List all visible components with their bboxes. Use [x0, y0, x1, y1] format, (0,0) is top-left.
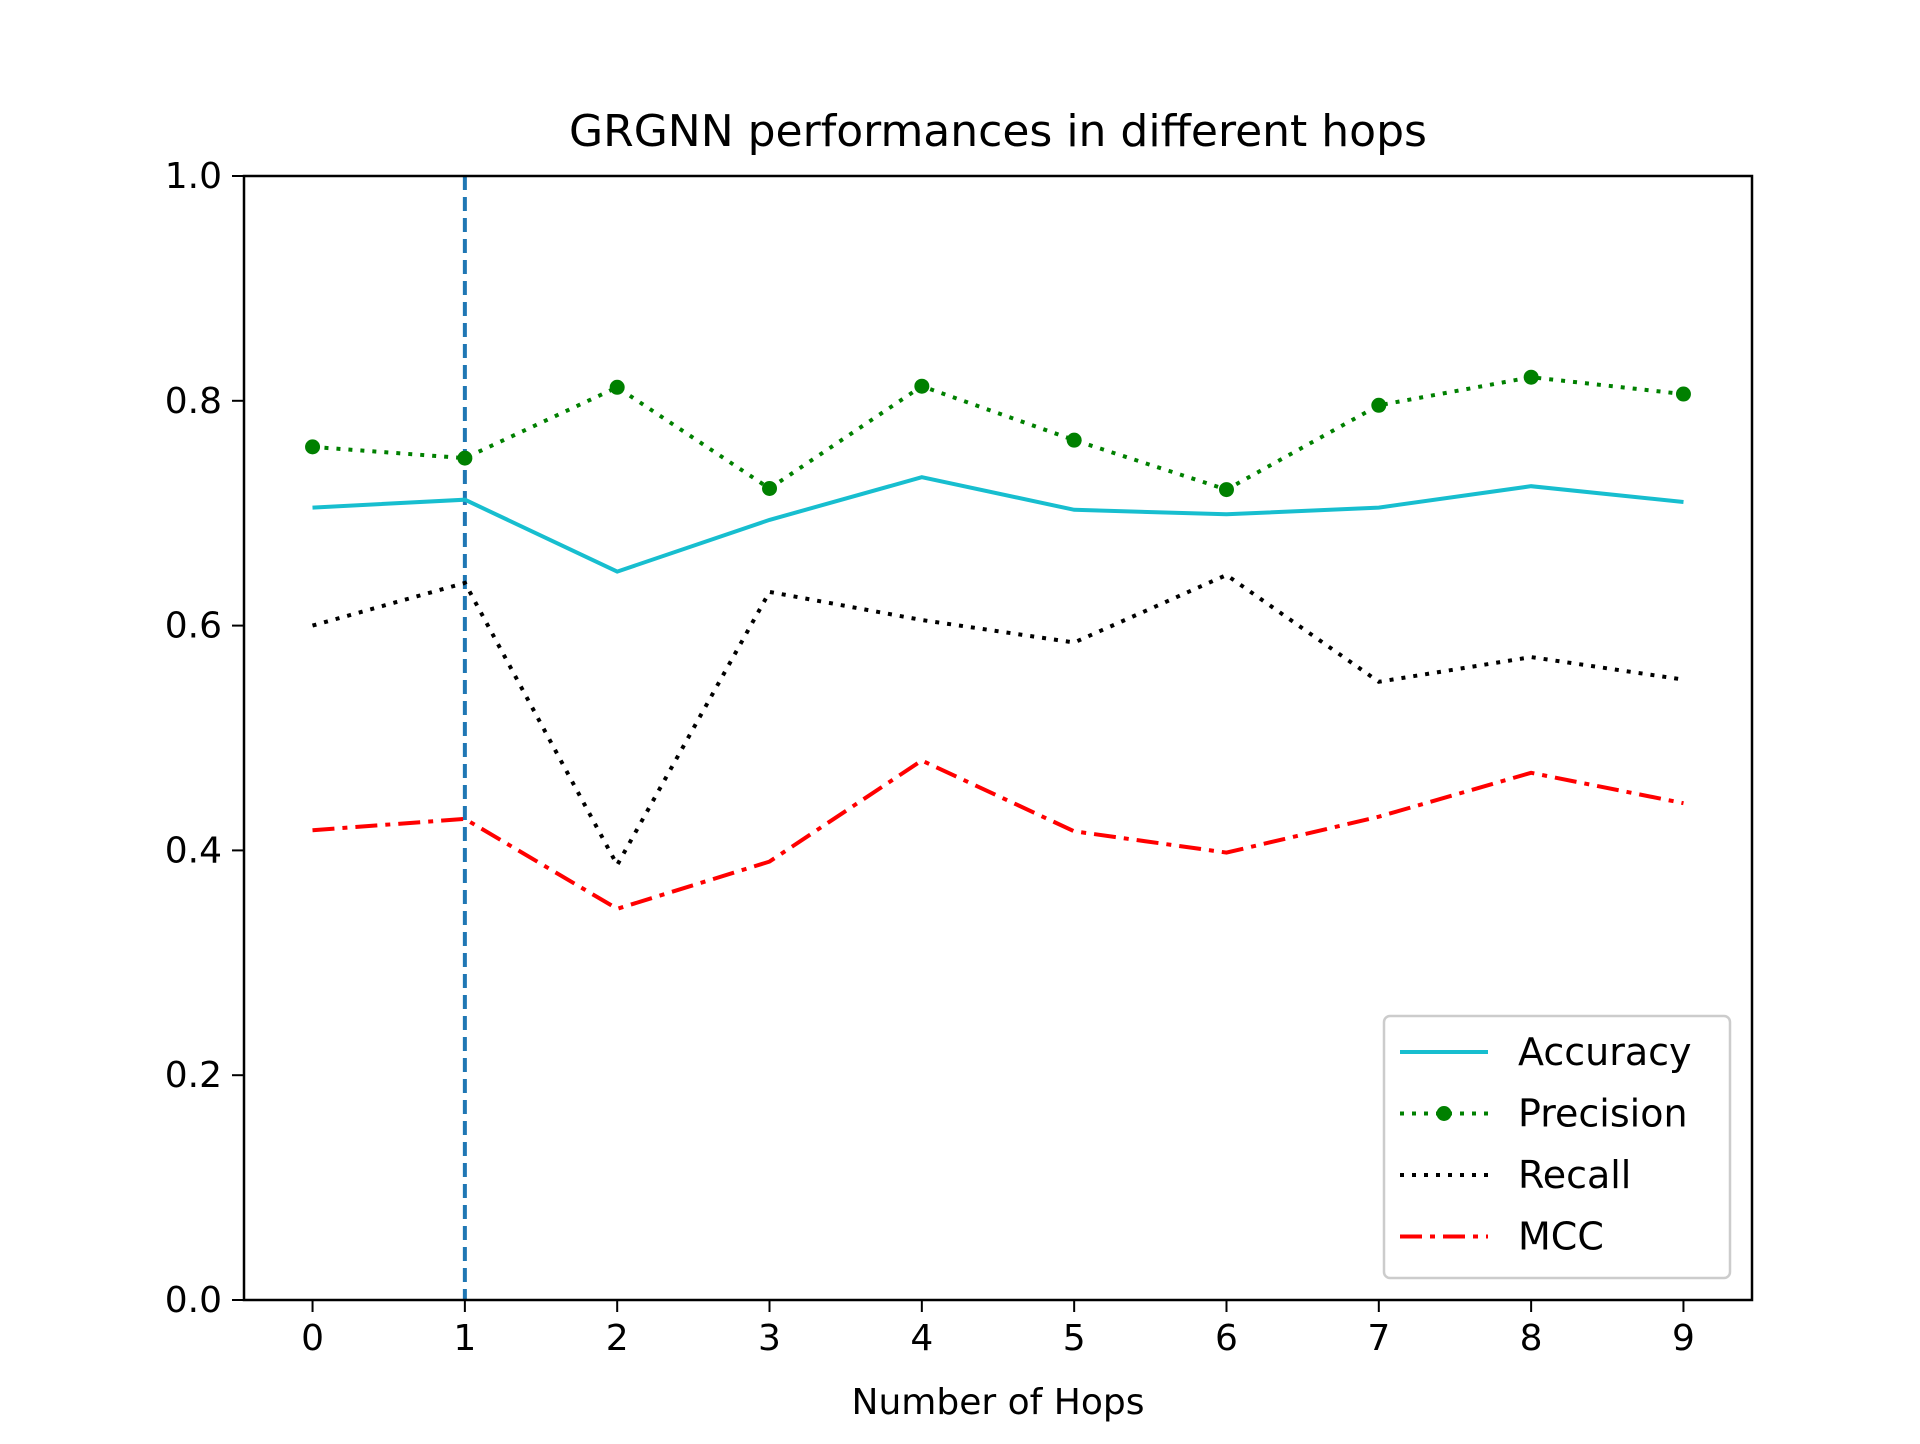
data-point-precision — [457, 450, 473, 466]
data-point-precision — [762, 480, 778, 496]
x-tick-label: 2 — [606, 1318, 629, 1359]
legend-label-precision: Precision — [1518, 1092, 1688, 1136]
data-point-precision — [1066, 432, 1082, 448]
x-tick-label: 5 — [1063, 1318, 1086, 1359]
x-tick-label: 6 — [1215, 1318, 1238, 1359]
x-tick-label: 8 — [1520, 1318, 1543, 1359]
y-tick-label: 1.0 — [165, 156, 222, 197]
legend-label-mcc: MCC — [1518, 1215, 1604, 1259]
legend-marker-precision — [1436, 1106, 1452, 1121]
x-axis-label: Number of Hops — [852, 1382, 1145, 1423]
series-line-accuracy — [312, 475, 1684, 574]
legend-box — [1382, 1014, 1732, 1280]
data-point-precision — [1371, 397, 1387, 413]
legend-label-recall: Recall — [1518, 1153, 1631, 1197]
x-tick-label: 4 — [910, 1318, 933, 1359]
chart-title: GRGNN performances in different hops — [569, 106, 1427, 157]
data-point-precision — [305, 439, 321, 455]
legend-label-accuracy: Accuracy — [1518, 1030, 1692, 1074]
series-line-recall — [311, 572, 1684, 870]
x-tick-label: 1 — [453, 1318, 476, 1359]
y-tick-label: 0.4 — [165, 830, 222, 871]
y-tick-label: 0.2 — [165, 1055, 222, 1096]
x-tick-label: 7 — [1367, 1318, 1390, 1359]
y-tick-label: 0.0 — [165, 1280, 222, 1321]
axes: 0 1 2 3 4 5 6 7 8 9 0.0 0.2 0.4 0.6 0.8 1.0 — [165, 156, 1754, 1359]
x-tick-label: 9 — [1672, 1318, 1695, 1359]
y-tick-label: 0.6 — [165, 606, 222, 647]
x-tick-label: 3 — [758, 1318, 781, 1359]
data-point-precision — [1523, 369, 1539, 385]
axes-frame — [242, 174, 1754, 1302]
legend: Accuracy Precision Recall MCC — [1382, 1014, 1732, 1280]
data-point-precision — [609, 379, 625, 395]
data-point-precision — [914, 378, 930, 394]
x-tick-label: 0 — [301, 1318, 324, 1359]
data-point-precision — [1675, 386, 1691, 402]
data-point-precision — [1218, 482, 1234, 498]
series-line-precision — [312, 375, 1684, 492]
y-tick-label: 0.8 — [165, 381, 222, 422]
plot-area — [305, 176, 1691, 1300]
